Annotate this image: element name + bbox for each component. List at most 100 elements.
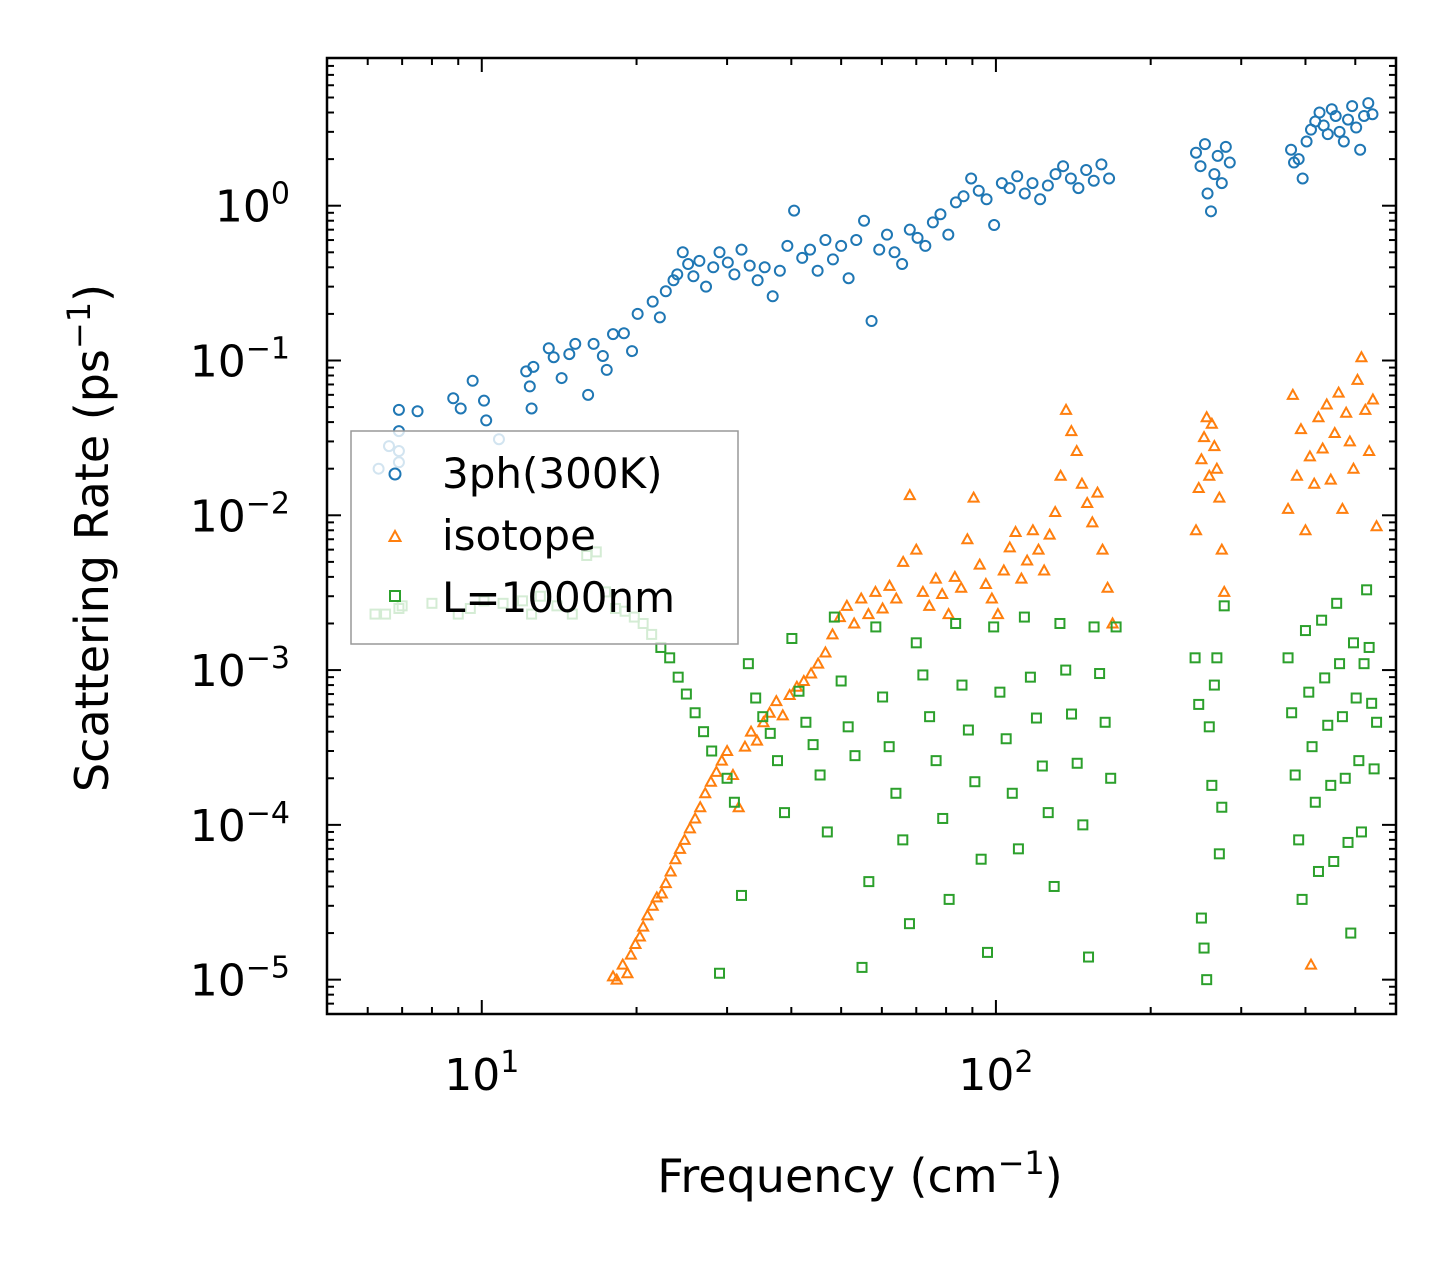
data-point-3ph: [563, 348, 576, 361]
data-point-boundary: [772, 755, 784, 767]
data-point-boundary: [988, 621, 1000, 633]
data-point-3ph: [1095, 158, 1108, 171]
data-point-3ph: [796, 251, 809, 264]
data-point-3ph: [850, 234, 863, 247]
data-point-isotope: [1298, 523, 1313, 536]
data-point-isotope: [673, 841, 687, 854]
data-point-3ph: [758, 261, 771, 274]
data-point-boundary: [764, 727, 776, 739]
data-point-3ph: [1026, 177, 1039, 190]
data-point-boundary: [897, 834, 909, 846]
data-point-boundary: [1036, 760, 1048, 772]
data-point-boundary: [721, 772, 733, 784]
data-point-3ph: [525, 402, 538, 415]
data-point-boundary: [1000, 733, 1012, 745]
data-point-isotope: [1197, 430, 1211, 443]
data-point-isotope: [1303, 449, 1317, 462]
data-point-3ph: [988, 219, 1001, 232]
data-point-isotope: [744, 724, 758, 737]
data-point-boundary: [1211, 652, 1223, 664]
data-point-isotope: [847, 616, 861, 629]
data-point-isotope: [655, 886, 669, 899]
legend-marker-boundary: [389, 590, 401, 602]
data-point-boundary: [1282, 652, 1294, 664]
data-point-boundary: [1193, 698, 1205, 710]
data-point-isotope: [929, 571, 943, 584]
data-point-boundary: [1299, 625, 1311, 637]
data-point-boundary: [937, 812, 949, 824]
data-point-3ph: [1087, 174, 1100, 187]
data-point-isotope: [1307, 476, 1321, 489]
data-point-boundary: [856, 961, 868, 973]
data-point-boundary: [994, 686, 1006, 698]
data-point-3ph: [392, 403, 405, 416]
data-point-isotope: [1026, 523, 1040, 536]
data-point-3ph: [687, 270, 700, 283]
data-point-isotope: [960, 532, 975, 545]
data-point-3ph: [1057, 160, 1070, 173]
data-point-3ph: [1103, 172, 1116, 185]
data-point-boundary: [1012, 843, 1024, 855]
data-point-isotope: [688, 811, 702, 824]
data-point-boundary: [877, 691, 889, 703]
data-point-boundary: [1316, 614, 1328, 626]
data-point-boundary: [956, 679, 968, 691]
data-point-isotope: [935, 586, 949, 600]
data-point-3ph: [934, 208, 947, 221]
data-point-3ph: [1337, 135, 1350, 148]
data-point-isotope: [1346, 461, 1361, 474]
data-point-boundary: [1368, 763, 1380, 775]
data-point-isotope: [1210, 461, 1224, 474]
data-point-isotope: [620, 966, 635, 979]
markers-layer: [369, 97, 1384, 986]
data-point-isotope: [1003, 540, 1017, 553]
data-point-boundary: [1325, 779, 1337, 791]
data-point-3ph: [454, 402, 467, 415]
data-point-3ph: [523, 380, 536, 393]
legend: 3ph(300K) isotope L=1000nm: [350, 430, 739, 645]
plot-frame: [325, 56, 1398, 1016]
data-point-isotope: [1328, 425, 1342, 439]
data-point-3ph: [569, 337, 582, 350]
data-point-3ph: [1064, 172, 1077, 185]
data-point-isotope: [797, 673, 811, 687]
data-point-isotope: [715, 753, 729, 766]
data-point-isotope: [985, 591, 999, 604]
data-point-boundary: [714, 967, 726, 979]
data-point-boundary: [950, 617, 962, 629]
data-point-boundary: [1094, 668, 1106, 680]
data-point-3ph: [1080, 164, 1093, 177]
data-point-isotope: [1037, 563, 1051, 576]
data-point-boundary: [680, 688, 692, 700]
data-point-3ph: [713, 246, 726, 259]
data-point-isotope: [1189, 523, 1203, 536]
data-point-isotope: [738, 739, 752, 752]
data-point-isotope: [610, 972, 624, 985]
data-point-3ph: [858, 214, 871, 227]
data-point-3ph: [1342, 113, 1355, 126]
data-point-3ph: [596, 349, 609, 362]
data-point-isotope: [776, 708, 790, 721]
data-point-3ph: [676, 246, 689, 259]
data-point-3ph: [735, 243, 748, 256]
data-point-boundary: [828, 611, 840, 623]
data-point-3ph: [1329, 109, 1342, 122]
data-point-3ph: [1041, 179, 1054, 192]
data-point-3ph: [1313, 106, 1326, 119]
data-point-boundary: [689, 707, 701, 719]
data-point-3ph: [926, 216, 939, 229]
data-point-isotope: [854, 591, 868, 604]
data-point-3ph: [788, 204, 801, 217]
data-point-3ph: [600, 363, 613, 376]
data-point-isotope: [916, 584, 930, 597]
y-tick-label: 10−2: [190, 486, 290, 542]
data-point-isotope: [1354, 350, 1369, 363]
data-point-isotope: [1362, 443, 1376, 457]
data-point-3ph: [1354, 143, 1367, 156]
data-point-isotope: [1320, 397, 1334, 410]
data-point-3ph: [555, 372, 568, 385]
data-point-3ph: [480, 414, 493, 427]
data-point-3ph: [547, 351, 560, 364]
data-point-3ph: [942, 228, 955, 241]
data-point-boundary: [757, 711, 769, 723]
